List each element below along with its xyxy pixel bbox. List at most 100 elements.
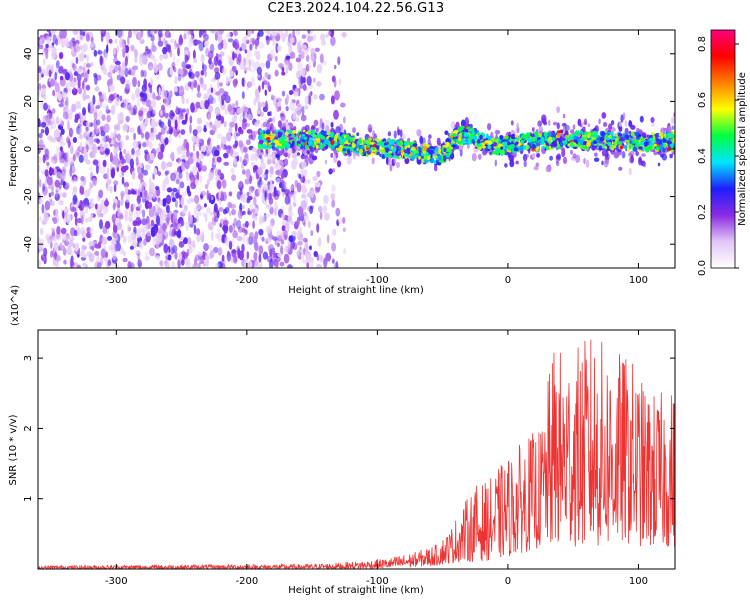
noise-speckle — [80, 188, 85, 195]
noise-speckle — [312, 175, 318, 182]
noise-speckle — [196, 201, 201, 211]
noise-speckle — [85, 232, 92, 239]
noise-speckle — [124, 186, 129, 195]
noise-speckle — [208, 58, 212, 65]
band-core — [598, 147, 604, 151]
noise-speckle — [206, 207, 211, 214]
noise-speckle — [117, 30, 123, 38]
y-tick-label: 0 — [23, 146, 34, 152]
noise-speckle — [262, 251, 269, 260]
noise-speckle — [171, 112, 175, 117]
noise-speckle — [203, 243, 209, 252]
noise-speckle — [239, 128, 244, 135]
band-halo — [651, 123, 655, 127]
noise-speckle — [42, 68, 46, 74]
noise-speckle — [41, 49, 46, 57]
noise-speckle — [254, 151, 259, 162]
noise-speckle — [274, 207, 277, 217]
noise-speckle — [153, 65, 159, 74]
band-core — [643, 141, 649, 147]
noise-speckle — [82, 253, 87, 258]
noise-speckle — [54, 82, 60, 93]
noise-speckle — [86, 226, 91, 234]
noise-speckle — [302, 176, 306, 184]
band-core — [403, 149, 408, 153]
noise-speckle — [278, 189, 281, 196]
band-core — [605, 137, 611, 141]
noise-speckle — [204, 70, 207, 78]
noise-speckle — [65, 37, 69, 45]
noise-speckle — [67, 120, 70, 131]
noise-speckle — [236, 107, 242, 115]
noise-speckle — [190, 197, 194, 203]
band-core — [642, 147, 645, 151]
noise-speckle — [231, 238, 235, 247]
noise-speckle — [144, 149, 149, 154]
noise-speckle — [108, 137, 112, 143]
noise-speckle — [53, 209, 56, 216]
noise-speckle — [159, 54, 164, 61]
noise-speckle — [49, 168, 55, 175]
noise-speckle — [272, 54, 276, 59]
noise-speckle — [174, 76, 178, 85]
noise-speckle — [192, 141, 196, 152]
noise-speckle — [281, 225, 286, 232]
noise-speckle — [122, 235, 127, 244]
noise-speckle — [175, 43, 180, 48]
band-core — [671, 133, 675, 140]
noise-speckle — [338, 78, 342, 86]
noise-speckle — [72, 265, 77, 268]
noise-speckle — [196, 228, 201, 236]
noise-speckle — [90, 202, 95, 208]
noise-speckle — [139, 209, 143, 214]
noise-speckle — [227, 55, 231, 60]
noise-speckle — [81, 214, 84, 225]
band-core — [365, 139, 370, 144]
noise-speckle — [236, 219, 242, 230]
noise-speckle — [113, 222, 116, 230]
noise-speckle — [123, 158, 127, 164]
band-core — [463, 132, 469, 137]
noise-speckle — [106, 114, 111, 123]
noise-speckle — [236, 132, 240, 137]
band-halo — [292, 126, 297, 131]
noise-speckle — [53, 153, 57, 161]
noise-speckle — [138, 203, 142, 209]
noise-speckle — [155, 255, 161, 261]
noise-speckle — [134, 211, 138, 219]
band-core — [538, 140, 542, 144]
x-tick-label: -100 — [366, 576, 389, 587]
noise-speckle — [43, 58, 46, 66]
noise-speckle — [249, 68, 256, 73]
band-core — [368, 137, 373, 141]
band-halo — [555, 154, 561, 160]
noise-speckle — [252, 130, 259, 135]
noise-speckle — [298, 255, 302, 260]
noise-speckle — [106, 168, 111, 179]
band-halo — [277, 120, 283, 128]
noise-speckle — [216, 133, 223, 140]
noise-speckle — [316, 263, 322, 268]
noise-speckle — [296, 110, 301, 116]
noise-speckle — [245, 56, 250, 66]
noise-speckle — [146, 153, 151, 164]
noise-speckle — [309, 206, 313, 214]
noise-speckle — [162, 179, 167, 187]
band-halo — [531, 127, 535, 132]
noise-speckle — [216, 180, 222, 190]
band-halo — [263, 153, 269, 158]
noise-speckle — [223, 152, 229, 159]
noise-speckle — [43, 96, 47, 101]
noise-speckle — [306, 75, 312, 86]
band-core — [487, 140, 492, 145]
noise-speckle — [58, 93, 62, 102]
noise-speckle — [106, 167, 110, 174]
noise-speckle — [229, 31, 234, 38]
noise-speckle — [60, 37, 66, 48]
y-tick-label: 20 — [23, 95, 34, 108]
noise-speckle — [67, 138, 71, 149]
band-core — [534, 131, 539, 137]
noise-speckle — [285, 106, 289, 112]
noise-speckle — [236, 155, 240, 162]
noise-speckle — [253, 251, 258, 262]
